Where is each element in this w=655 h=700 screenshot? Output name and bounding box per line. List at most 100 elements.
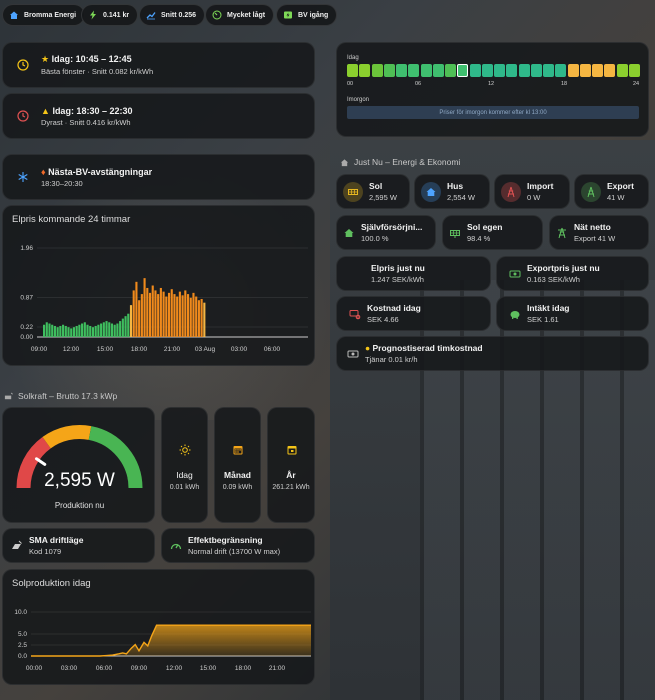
price-bar (110, 323, 114, 337)
trend-icon (146, 12, 156, 20)
power-limit-label: Effektbegränsning (188, 535, 263, 545)
chip-ev[interactable]: BV igång (276, 4, 338, 26)
energy-section-title: Just Nu – Energi & Ekonomi (354, 157, 461, 167)
price-bar (89, 325, 92, 337)
price-bar (62, 324, 65, 337)
energy-section-header: Just Nu – Energi & Ekonomi (340, 157, 460, 167)
tomorrow-message-bar: Priser för imorgon kommer efter kl 13:00 (347, 106, 639, 119)
solar-own-use-value: 98.4 % (467, 234, 491, 243)
house-leaf-icon (344, 228, 354, 237)
price-bar (94, 325, 97, 337)
price-x-tick-label: 15:00 (97, 346, 114, 353)
solar-panel-icon (343, 181, 363, 202)
gauge-segment (16, 437, 51, 489)
price-bar (43, 324, 46, 337)
price-bar (100, 323, 103, 337)
chip-average[interactable]: Snitt 0.256 (139, 4, 206, 26)
price-bar (132, 290, 135, 337)
import-power-tile[interactable]: Import 0 W (494, 174, 570, 209)
month-production-tile[interactable]: Månad 0.09 kWh (214, 407, 261, 523)
price-x-tick-label: 12:00 (63, 346, 80, 353)
self-sufficiency-tile[interactable]: Självförsörjni... 100.0 % (336, 215, 436, 250)
house-power-tile[interactable]: Hus 2,554 W (414, 174, 490, 209)
grid-net-tile[interactable]: Nät netto Export 41 W (549, 215, 649, 250)
export-power-label: Export (607, 181, 634, 191)
price-bar (200, 298, 203, 337)
price-bar (129, 305, 133, 337)
month-value: 0.09 kWh (222, 484, 253, 491)
price-bar (184, 290, 187, 337)
sma-status-card[interactable]: SMA driftläge Kod 1079 (2, 528, 155, 563)
heatmap-cell (383, 64, 395, 77)
power-limit-card[interactable]: Effektbegränsning Normal drift (13700 W … (161, 528, 315, 563)
worst-window-card[interactable]: ▲ Idag: 18:30 – 22:30 Dyrast · Snitt 0.4… (2, 93, 315, 139)
price-bar (75, 325, 78, 337)
export-price-tile[interactable]: Exportpris just nu 0.163 SEK/kWh (496, 256, 649, 291)
piggy-bank-icon (510, 310, 520, 319)
chip-level-label: Mycket lågt (227, 11, 266, 19)
price-bar (53, 325, 56, 337)
income-today-tile[interactable]: Intäkt idag SEK 1.61 (496, 296, 649, 331)
tomorrow-heatmap-label: Imorgon (347, 97, 370, 103)
shutdown-card[interactable]: ♦ Nästa-BV-avstängningar 18:30–20:30 (2, 154, 315, 200)
heatmap-cell (543, 64, 554, 77)
solar-power-tile[interactable]: Sol 2,595 W (336, 174, 410, 209)
clock-icon (13, 55, 33, 75)
heatmap-cell (567, 64, 579, 77)
best-window-card[interactable]: ★ Idag: 10:45 – 12:45 Bästa fönster · Sn… (2, 42, 315, 88)
cost-today-tile[interactable]: Kostnad idag SEK 4.66 (336, 296, 491, 331)
price-bar (195, 296, 198, 337)
price-chart-card: Elpris kommande 24 timmar 1.96 0.87 0.22 0.… (2, 205, 315, 366)
price-bar (108, 322, 111, 337)
price-bar (127, 313, 130, 337)
forecast-cost-tile[interactable]: ● Prognostiserad timkostnad Tjänar 0.01 … (336, 336, 649, 371)
chip-price[interactable]: 0.141 kr (81, 4, 139, 26)
import-power-value: 0 W (527, 193, 541, 202)
price-bar (154, 290, 157, 337)
chip-provider-label: Bromma Energi (24, 11, 77, 19)
cash-minus-icon (349, 309, 361, 319)
pylon-icon (558, 227, 566, 238)
price-bar (116, 323, 119, 337)
sma-value: Kod 1079 (29, 547, 62, 556)
price-y-tick-label: 1.96 (20, 245, 33, 252)
import-power-label: Import (527, 181, 554, 191)
price-bar (173, 294, 176, 337)
best-window-subtitle: Bästa fönster · Snitt 0.082 kr/kWh (41, 67, 154, 76)
today-production-tile[interactable]: Idag 0.01 kWh (161, 407, 208, 523)
heatmap-cell (432, 64, 444, 77)
solar-power-icon (4, 392, 13, 399)
price-chart: 1.96 0.87 0.22 0.00 09:00 12:00 15:00 18:00 21:0… (20, 245, 308, 353)
price-bar (170, 289, 173, 337)
cost-today-label: Kostnad idag (367, 303, 421, 313)
today-heatmap-label: Idag (347, 55, 359, 61)
year-production-tile[interactable]: År 261.21 kWh (267, 407, 315, 523)
chip-level[interactable]: Mycket lågt (205, 4, 275, 26)
snowflake-icon (13, 167, 33, 187)
solar-power-value: 2,595 W (369, 193, 397, 202)
price-bar (86, 324, 89, 337)
solar-x-tick-label: 21:00 (269, 665, 286, 672)
export-power-tile[interactable]: Export 41 W (574, 174, 649, 209)
solar-own-use-tile[interactable]: Sol egen 98.4 % (442, 215, 543, 250)
solar-x-tick-label: 09:00 (131, 665, 148, 672)
solar-status-icon (12, 540, 22, 549)
current-price-tile[interactable]: Elpris just nu 1.247 SEK/kWh (336, 256, 491, 291)
export-price-label: Exportpris just nu (527, 263, 600, 273)
price-bar (140, 294, 143, 337)
clock-alert-icon (13, 106, 33, 126)
production-gauge-card[interactable]: 2,595 W Produktion nu (2, 407, 155, 523)
house-power-label: Hus (447, 181, 464, 191)
warning-icon: ▲ (41, 105, 50, 116)
export-power-value: 41 W (607, 193, 625, 202)
price-y-tick-label: 0.00 (20, 334, 33, 341)
heatmap-tick-label: 24 (633, 81, 640, 87)
heatmap-cell (371, 64, 383, 77)
speed-icon (170, 543, 182, 549)
price-bar (192, 292, 195, 337)
heatmap-cell (494, 64, 505, 77)
price-bar (59, 325, 62, 337)
price-bar (48, 323, 51, 337)
heatmap-cell (445, 64, 456, 77)
chip-provider[interactable]: Bromma Energi (2, 4, 86, 26)
